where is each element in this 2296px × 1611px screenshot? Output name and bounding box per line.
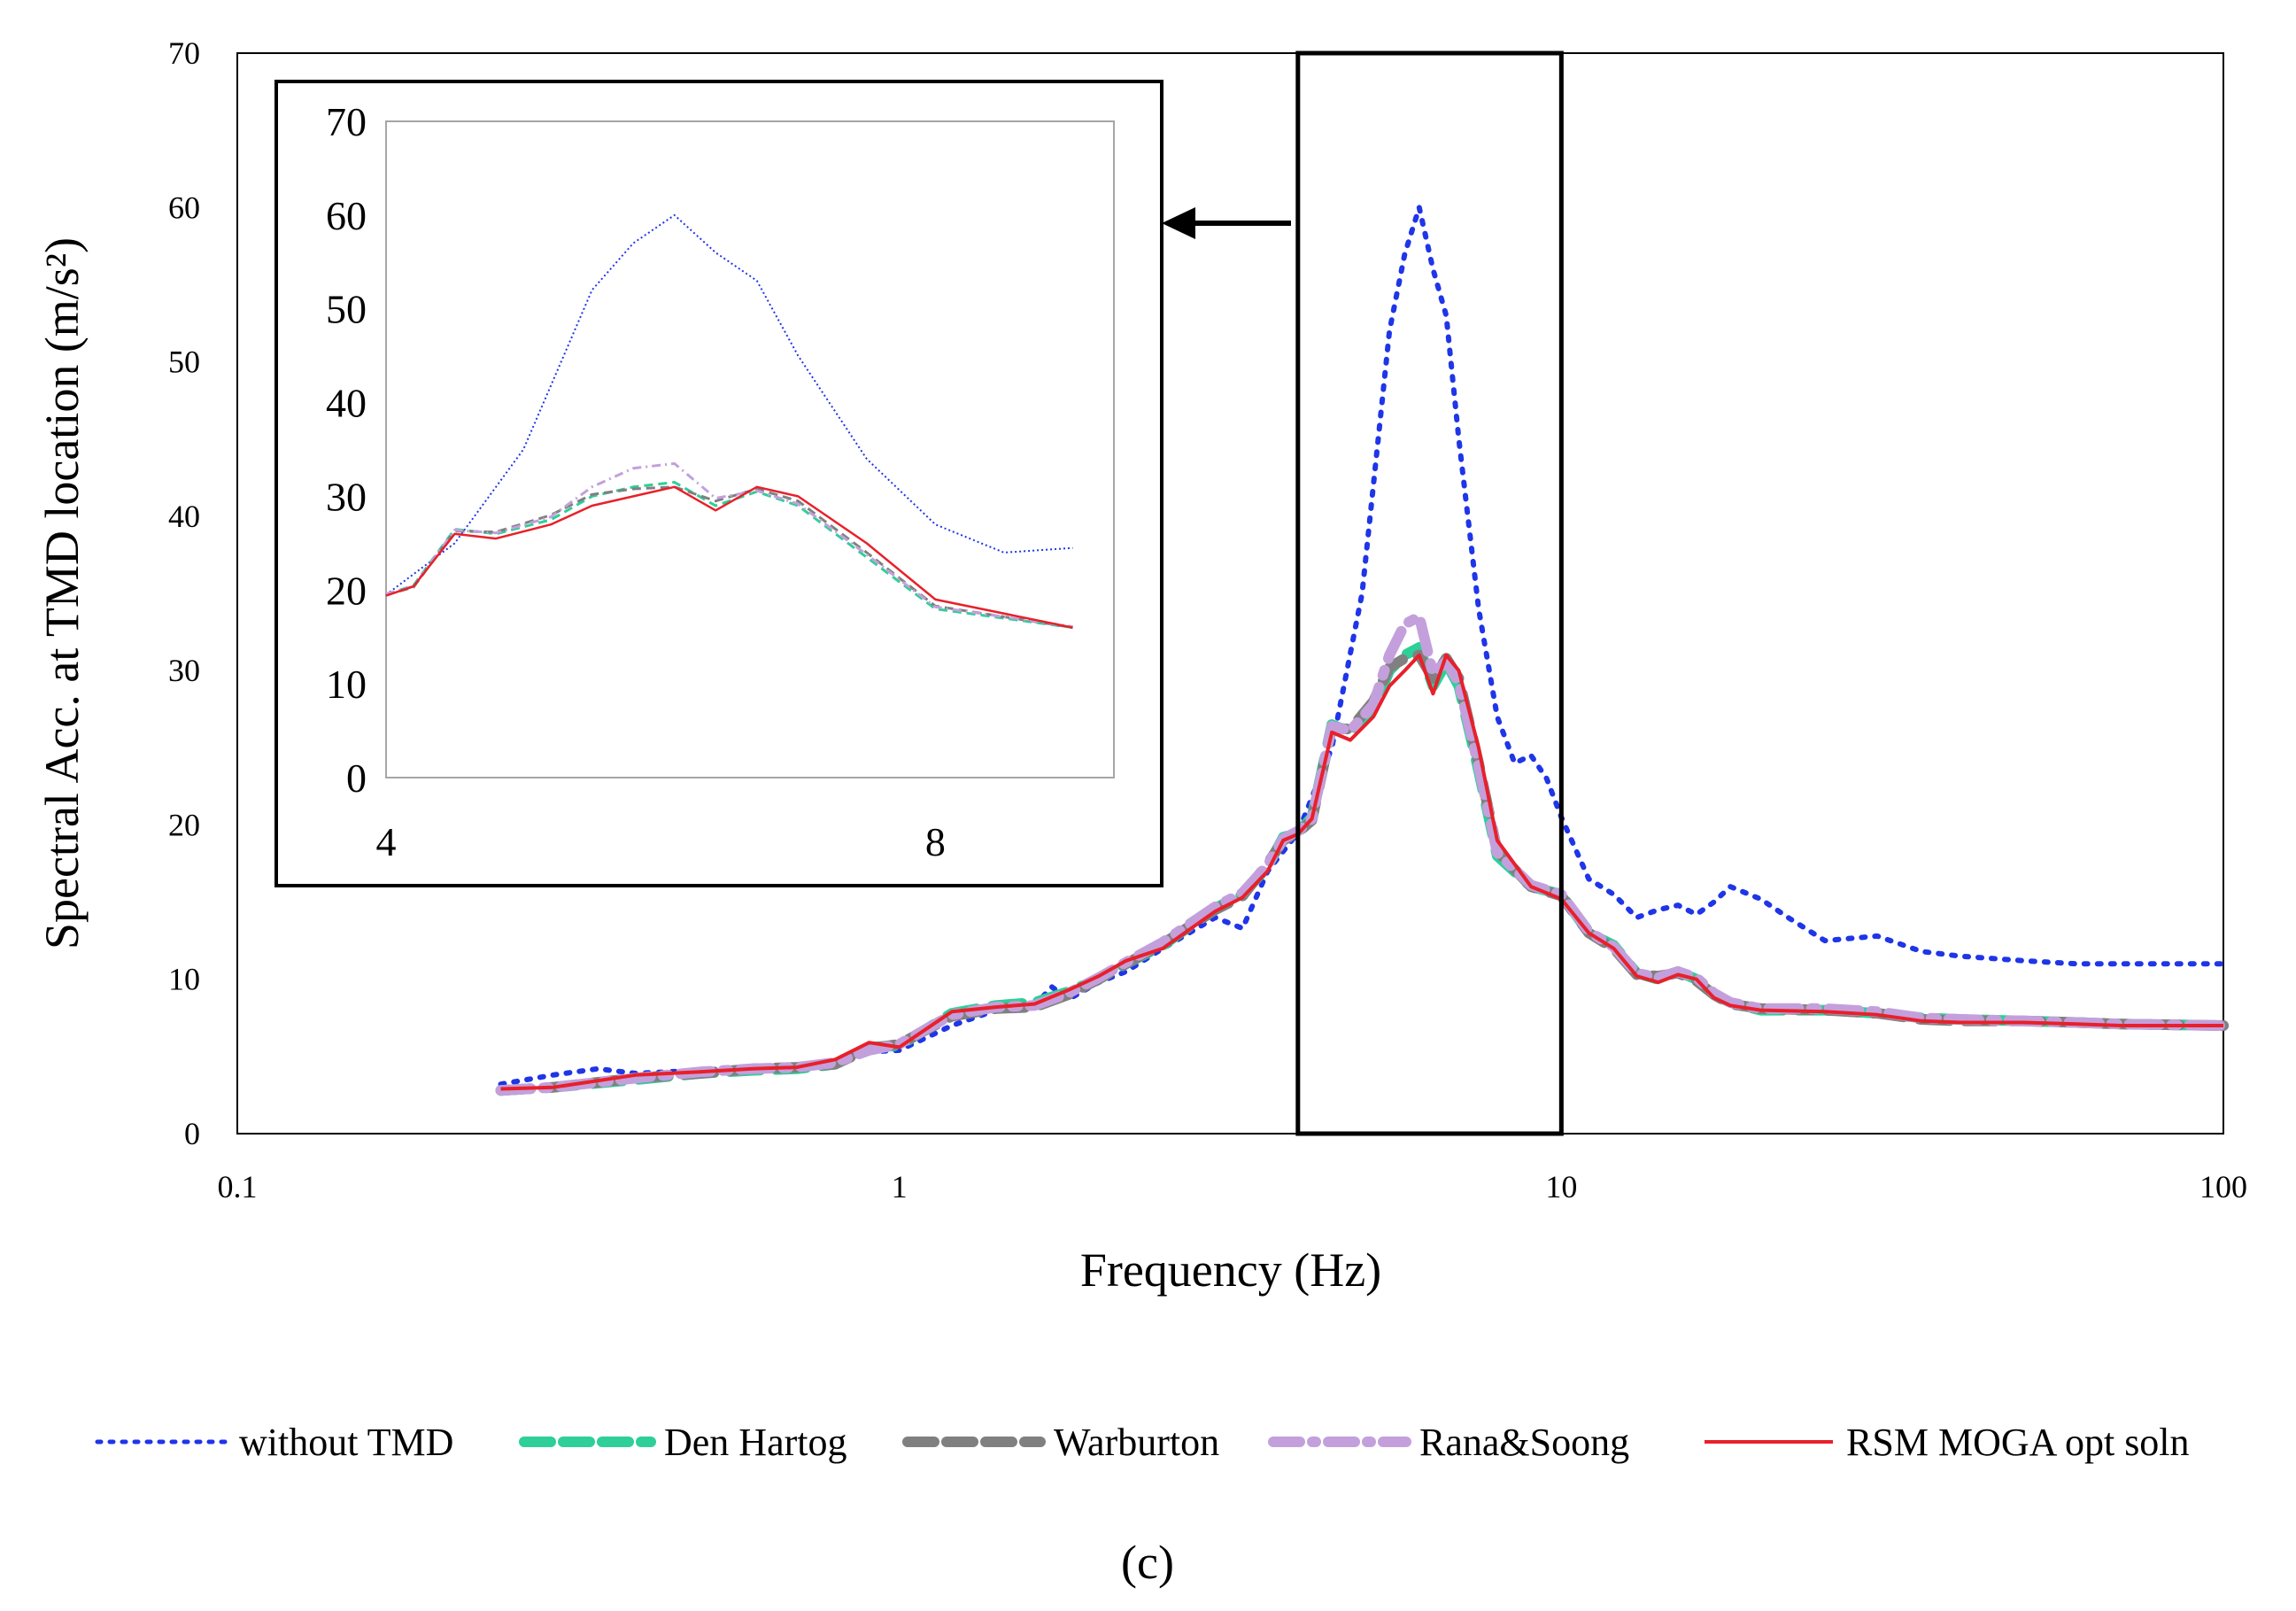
inset-y-axis: 0 10 20 30 40 50 60 70 <box>326 99 367 801</box>
y-tick-label: 30 <box>168 653 200 688</box>
y-tick-label: 50 <box>168 345 200 380</box>
legend-label: Warburton <box>1054 1421 1219 1464</box>
x-axis-title: Frequency (Hz) <box>1080 1243 1381 1297</box>
y-tick-label: 70 <box>168 35 200 71</box>
inset-y-tick-label: 60 <box>326 193 367 238</box>
y-tick-label: 60 <box>168 190 200 225</box>
inset-y-tick-label: 70 <box>326 99 367 144</box>
y-tick-label: 10 <box>168 962 200 997</box>
inset-line-rana-soong <box>385 461 1073 629</box>
legend-label: RSM MOGA opt soln <box>1846 1421 2190 1464</box>
x-tick-label: 10 <box>1545 1169 1577 1204</box>
inset-x-tick-label: 4 <box>376 819 397 864</box>
x-axis: 0.1 1 10 100 <box>218 1169 2248 1204</box>
y-tick-label: 40 <box>168 499 200 534</box>
inset-y-tick-label: 20 <box>326 568 367 613</box>
legend: without TMD Den Hartog Warburton Rana&Soong… <box>95 1421 2190 1464</box>
inset-plot-area <box>385 120 1115 778</box>
y-axis: 0 10 20 30 40 50 60 70 <box>168 35 200 1151</box>
series-line-rsm-moga-opt-soln <box>500 653 2223 1091</box>
highlight-box <box>1295 50 1564 1136</box>
inset-y-tick-label: 50 <box>326 287 367 332</box>
series-group <box>495 205 2229 1096</box>
figure-caption: (c) <box>1121 1536 1174 1589</box>
x-tick-label: 1 <box>892 1169 908 1204</box>
inset-y-tick-label: 40 <box>326 381 367 426</box>
y-tick-label: 20 <box>168 807 200 842</box>
inset-frame <box>274 80 1163 887</box>
y-tick-label: 0 <box>184 1116 200 1151</box>
x-tick-label: 100 <box>2199 1169 2247 1204</box>
inset-series-group <box>385 213 1073 630</box>
inset-y-tick-label: 30 <box>326 474 367 519</box>
inset-y-tick-label: 0 <box>346 755 367 801</box>
y-axis-title: Spectral Acc. at TMD location (m/s²) <box>35 237 89 949</box>
inset-x-tick-label: 8 <box>925 819 946 864</box>
x-tick-label: 0.1 <box>218 1169 258 1204</box>
inset-line-rsm-moga-opt-soln <box>385 485 1073 629</box>
inset-y-tick-label: 10 <box>326 662 367 707</box>
legend-label: Den Hartog <box>664 1421 847 1464</box>
legend-label: without TMD <box>239 1421 453 1464</box>
legend-label: Rana&Soong <box>1419 1421 1629 1464</box>
plot-area <box>236 52 2224 1135</box>
inset-arrow <box>1162 207 1291 239</box>
